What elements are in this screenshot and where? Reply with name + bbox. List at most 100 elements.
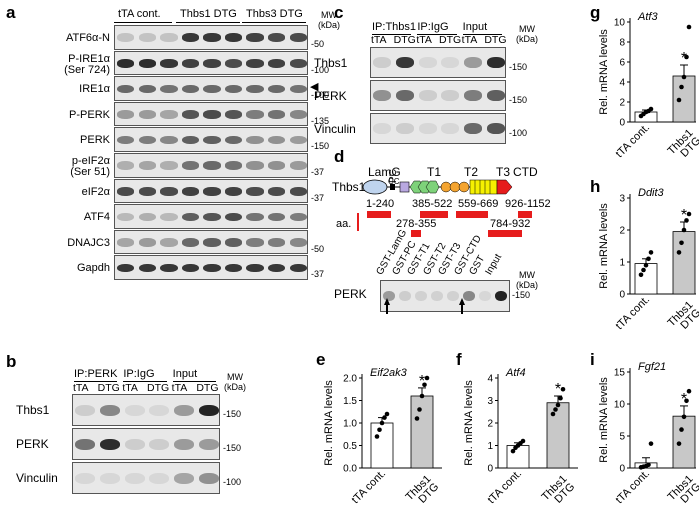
band — [486, 57, 505, 69]
band — [138, 263, 156, 273]
band — [289, 238, 307, 247]
band — [75, 404, 96, 416]
t1-domain-3 — [425, 180, 440, 194]
band — [117, 238, 135, 247]
band — [373, 123, 392, 135]
a-row-label: Gapdh — [76, 262, 110, 275]
c-lane-label: DTG — [484, 34, 507, 46]
h-ytick-label: 0 — [619, 290, 625, 301]
band — [203, 84, 221, 94]
band — [181, 238, 200, 247]
c-row-label: Thbs1 — [314, 55, 348, 70]
d-protein-name: Thbs1 — [332, 180, 366, 194]
band — [138, 238, 156, 247]
band — [181, 84, 200, 94]
band — [431, 291, 443, 301]
band — [246, 58, 264, 68]
h-point — [648, 250, 654, 255]
panel-f-label: f — [456, 350, 462, 369]
a-mw-tick: -100 — [311, 64, 330, 75]
band — [117, 212, 135, 222]
band — [160, 238, 178, 247]
band — [203, 110, 221, 119]
band — [268, 186, 286, 196]
i-point — [648, 441, 654, 446]
a-blot-row — [114, 153, 308, 178]
t3-domain — [469, 179, 498, 195]
c-lane-label: DTG — [439, 34, 462, 46]
a-mw-tick: -100 — [311, 90, 330, 101]
band — [224, 212, 243, 222]
band — [246, 33, 264, 42]
band — [383, 291, 395, 301]
band — [224, 110, 243, 119]
e-ytick-label: 0.5 — [343, 441, 357, 452]
f-ytick-label: 3 — [487, 396, 493, 407]
d-lane-label: Input — [482, 252, 504, 277]
panel-h-label: h — [590, 177, 601, 196]
i-point — [679, 427, 684, 432]
c-group-underline — [417, 34, 457, 35]
band — [117, 135, 135, 145]
band — [203, 263, 221, 273]
b-mw-tick: -150 — [223, 443, 242, 453]
band — [149, 404, 170, 416]
band — [198, 438, 219, 450]
e-point — [417, 407, 422, 412]
dom-ctd-label: CTD — [513, 165, 538, 179]
panel-c-label: c — [334, 3, 344, 22]
band — [203, 33, 221, 42]
c-group-label: IP:IgG — [417, 21, 449, 33]
cc-domain — [390, 184, 395, 190]
band — [181, 110, 200, 119]
band — [138, 84, 156, 94]
band — [463, 90, 483, 102]
b-group-underline — [172, 381, 216, 382]
c-mw-tick: -100 — [509, 127, 528, 138]
range-1-240: 1-240 — [366, 198, 395, 210]
band — [100, 404, 120, 416]
band — [160, 84, 178, 94]
h-point — [684, 218, 689, 223]
band — [160, 212, 178, 222]
band — [181, 186, 200, 196]
aa-label: aa. — [336, 218, 352, 230]
b-lane-label: tTA — [73, 382, 89, 394]
band — [463, 123, 483, 135]
b-row-label: PERK — [16, 437, 49, 451]
d-mw-150: -150 — [512, 290, 531, 300]
band — [117, 110, 135, 119]
t2-domain-2 — [449, 181, 461, 193]
a-row-label-main: P-IRE1α — [68, 52, 110, 65]
band — [149, 472, 170, 484]
range-784-932: 784-932 — [490, 218, 531, 230]
band — [100, 472, 120, 484]
f-ytick-label: 0 — [487, 464, 493, 475]
h-signif-star: * — [681, 207, 687, 224]
band — [289, 58, 307, 68]
f-gene-title: Atf4 — [505, 367, 526, 379]
e-point — [382, 415, 387, 420]
arrowhead-icon: ◀ — [310, 81, 319, 93]
band — [246, 238, 264, 247]
h-bar — [672, 231, 696, 295]
f-point — [560, 386, 566, 392]
a-blot-row — [114, 229, 308, 255]
c-mw-tick: -150 — [509, 61, 528, 72]
arrow-up-icon — [459, 298, 465, 314]
b-row-label: Vinculin — [16, 471, 58, 485]
band — [203, 212, 221, 222]
h-point — [638, 272, 644, 278]
band — [399, 291, 411, 301]
band — [138, 161, 156, 170]
h-ylabel: Rel. mRNA levels — [598, 203, 610, 289]
g-point — [679, 84, 684, 90]
g-point — [648, 106, 654, 112]
a-mw-tick: -37 — [311, 269, 325, 280]
band — [203, 135, 221, 145]
e-ylabel: Rel. mRNA levels — [323, 380, 335, 466]
